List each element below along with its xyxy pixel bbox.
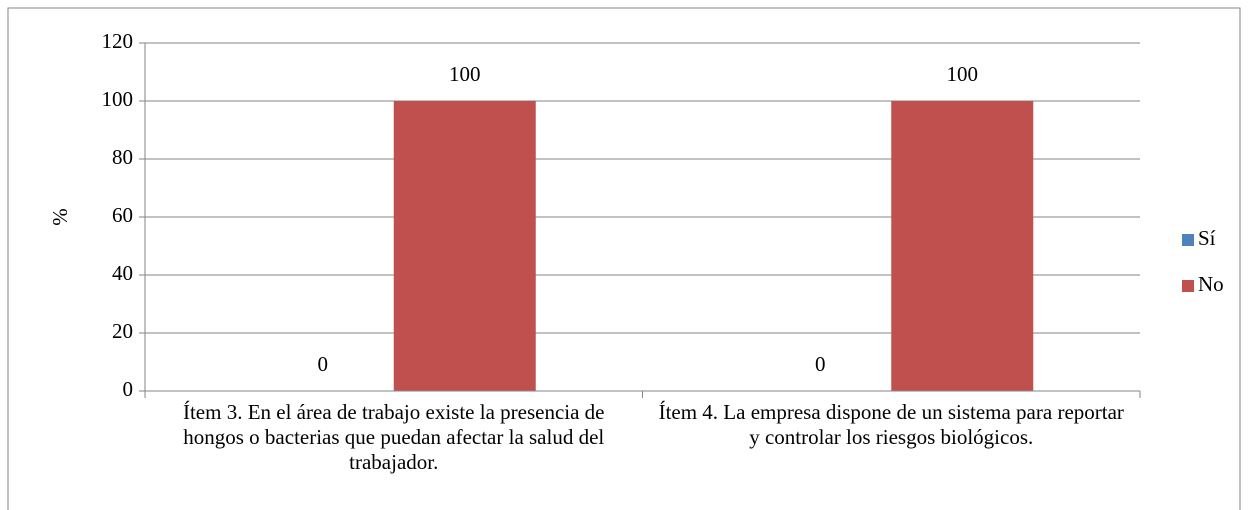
y-tick-label: 60 [112, 203, 133, 227]
y-tick-label: 20 [112, 319, 133, 343]
y-tick-label: 120 [102, 29, 134, 53]
y-tick-label: 0 [123, 377, 134, 401]
y-tick-label: 40 [112, 261, 133, 285]
legend-swatch [1182, 234, 1194, 246]
x-tick-label: Ítem 4. La empresa dispone de un sistema… [658, 400, 1124, 449]
y-tick-label: 80 [112, 145, 133, 169]
legend-swatch [1182, 280, 1194, 292]
x-tick-label: Ítem 3. En el área de trabajo existe la … [182, 400, 605, 474]
chart-border [7, 7, 1241, 510]
bar [891, 101, 1034, 391]
data-label: 0 [815, 352, 826, 376]
y-axis-label: % [48, 208, 72, 226]
data-label: 100 [449, 62, 481, 86]
y-tick-label: 100 [102, 87, 134, 111]
bar [393, 101, 536, 391]
legend-label: Sí [1198, 226, 1216, 250]
data-label: 0 [318, 352, 329, 376]
legend-label: No [1198, 272, 1224, 296]
data-label: 100 [947, 62, 979, 86]
